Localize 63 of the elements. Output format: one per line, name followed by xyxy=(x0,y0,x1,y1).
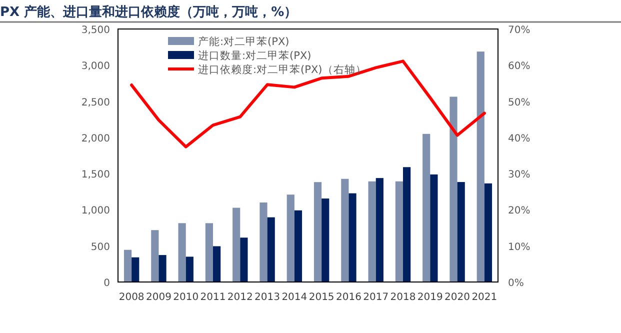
chart-title: PX 产能、进口量和进口依赖度（万吨，万吨，%） xyxy=(0,4,298,20)
bar xyxy=(267,217,275,282)
x-tick-label: 2009 xyxy=(146,292,172,303)
bar xyxy=(476,52,484,282)
bar xyxy=(132,257,140,282)
x-tick-label: 2016 xyxy=(336,292,362,303)
x-tick-label: 2011 xyxy=(200,292,226,303)
x-tick-label: 2019 xyxy=(417,292,443,303)
bar xyxy=(286,194,294,282)
x-tick-label: 2010 xyxy=(173,292,199,303)
x-tick-label: 2014 xyxy=(282,292,308,303)
bar xyxy=(260,202,268,282)
bar xyxy=(240,238,248,282)
y-tick-label: 2,500 xyxy=(81,97,110,108)
bar xyxy=(314,182,322,282)
y-tick-label: 3,500 xyxy=(81,25,110,36)
bar xyxy=(341,178,349,282)
bar xyxy=(457,182,465,282)
y2-tick-label: 20% xyxy=(508,206,530,217)
bar xyxy=(348,193,356,282)
legend-label: 进口依赖度:对二甲苯(PX)（右轴） xyxy=(198,63,366,76)
bar xyxy=(213,246,221,282)
bar xyxy=(158,255,166,282)
x-tick-label: 2021 xyxy=(472,292,498,303)
bar xyxy=(403,167,411,282)
y2-tick-label: 0% xyxy=(508,278,524,289)
bar xyxy=(430,174,438,282)
bar xyxy=(232,208,240,282)
legend-label: 产能:对二甲苯(PX) xyxy=(198,35,290,48)
bar xyxy=(186,256,194,282)
line-series xyxy=(130,60,486,148)
y-tick-label: 1,500 xyxy=(81,170,110,181)
bar xyxy=(322,198,330,282)
y2-tick-label: 40% xyxy=(508,133,530,144)
x-tick-label: 2018 xyxy=(390,292,416,303)
bar xyxy=(178,223,186,282)
bar xyxy=(294,210,302,282)
bar xyxy=(450,96,458,282)
y2-tick-label: 70% xyxy=(508,25,530,36)
y-tick-label: 2,000 xyxy=(81,133,110,144)
y2-tick-label: 50% xyxy=(508,97,530,108)
y-tick-label: 500 xyxy=(90,242,110,253)
bar xyxy=(376,178,384,282)
bar xyxy=(422,134,430,282)
y-tick-label: 1,000 xyxy=(81,206,110,217)
bar xyxy=(151,230,159,282)
x-tick-label: 2017 xyxy=(363,292,389,303)
legend-label: 进口数量:对二甲苯(PX) xyxy=(198,49,312,62)
y-tick-label: 3,000 xyxy=(81,61,110,72)
bar xyxy=(124,250,132,282)
bar xyxy=(205,223,213,282)
y2-tick-label: 30% xyxy=(508,170,530,181)
bar xyxy=(395,181,403,282)
x-tick-label: 2013 xyxy=(254,292,280,303)
y-tick-label: 0 xyxy=(104,278,110,289)
bar xyxy=(368,181,376,282)
x-tick-label: 2015 xyxy=(308,292,334,303)
y2-tick-label: 10% xyxy=(508,242,530,253)
x-tick-label: 2008 xyxy=(118,292,144,303)
y2-tick-label: 60% xyxy=(508,61,530,72)
x-tick-label: 2020 xyxy=(444,292,470,303)
bar xyxy=(484,183,492,282)
x-tick-label: 2012 xyxy=(227,292,253,303)
